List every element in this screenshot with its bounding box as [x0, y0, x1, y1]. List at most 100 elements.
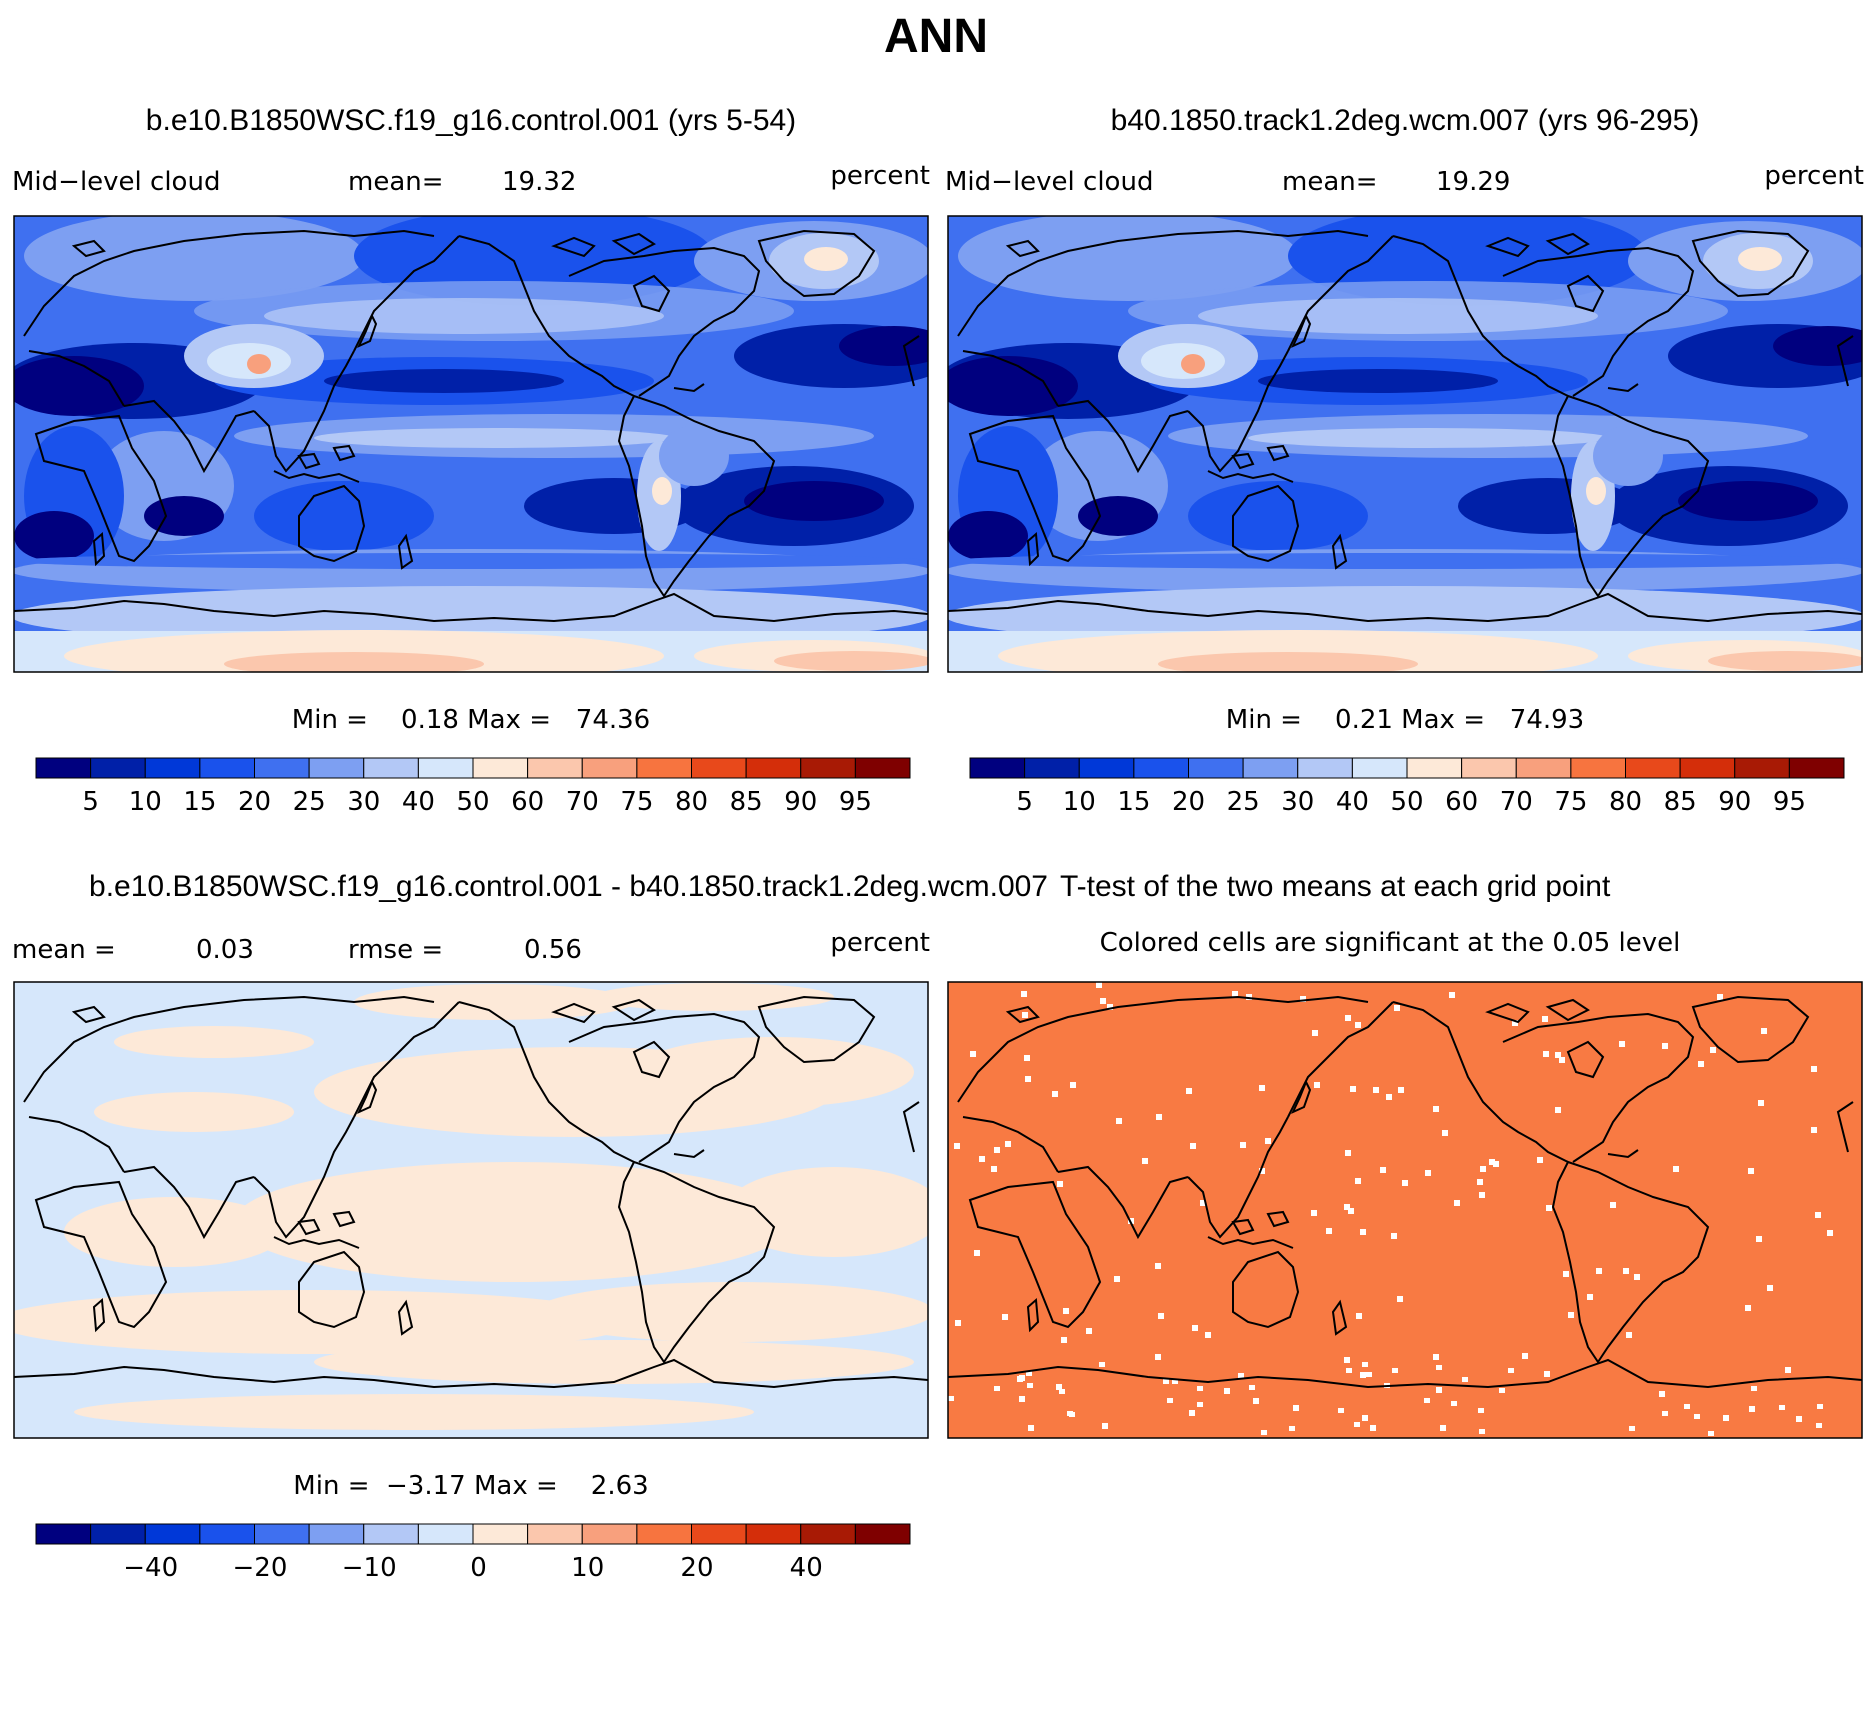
panel-title: b.e10.B1850WSC.f19_g16.control.001 (yrs …	[146, 104, 796, 137]
nonsignificant-cell	[1751, 1386, 1757, 1391]
nonsignificant-cell	[1189, 1410, 1195, 1416]
nonsignificant-cell	[1155, 1354, 1161, 1360]
nonsignificant-cell	[1355, 1178, 1361, 1184]
colorbar-tick-label: 25	[293, 787, 326, 817]
colorbar-swatch	[1188, 757, 1244, 779]
colorbar-tick-label: 90	[784, 787, 817, 817]
nonsignificant-cell	[1345, 1150, 1351, 1156]
colorbar-swatch	[854, 1523, 911, 1545]
colorbar: −40 −20 −10 0 10 20 40	[35, 1523, 911, 1583]
nonsignificant-cell	[1723, 1415, 1729, 1421]
map-frame	[13, 215, 929, 673]
nonsignificant-cell	[1537, 1157, 1543, 1163]
colorbar-tick-label: 70	[566, 787, 599, 817]
nonsignificant-cell	[1240, 1142, 1246, 1148]
nonsignificant-cell	[1350, 1086, 1356, 1092]
nonsignificant-cell	[1508, 1368, 1514, 1373]
colorbar-tick-label: 75	[620, 787, 653, 817]
nonsignificant-cell	[1070, 1082, 1076, 1088]
colorbar-swatch	[1788, 757, 1845, 779]
nonsignificant-cell	[1815, 1212, 1821, 1218]
colorbar-swatch	[90, 1523, 146, 1545]
nonsignificant-cell	[1059, 1389, 1065, 1394]
nonsignificant-cell	[1522, 1353, 1528, 1359]
nonsignificant-cell	[1402, 1180, 1408, 1186]
colorbar-swatch	[1515, 757, 1572, 779]
nonsignificant-cell	[1827, 1230, 1833, 1236]
nonsignificant-cell	[1499, 1388, 1505, 1393]
nonsignificant-cell	[1745, 1305, 1751, 1311]
stat-label: mean=	[1282, 167, 1378, 197]
nonsignificant-cell	[1100, 998, 1106, 1004]
nonsignificant-cell	[1386, 1094, 1392, 1100]
nonsignificant-cell	[1796, 1416, 1802, 1422]
units-label: percent	[1764, 161, 1864, 191]
nonsignificant-cell	[1749, 1406, 1755, 1412]
nonsignificant-cell	[1005, 1141, 1011, 1147]
colorbar-swatch	[363, 757, 419, 779]
nonsignificant-cell	[1425, 1170, 1431, 1176]
nonsignificant-cell	[1477, 1179, 1483, 1185]
nonsignificant-cell	[1478, 1408, 1484, 1413]
nonsignificant-cell	[1197, 1402, 1203, 1407]
colorbar-swatch	[745, 757, 802, 779]
nonsignificant-cell	[1314, 1082, 1320, 1088]
units-label: percent	[830, 928, 930, 958]
nonsignificant-cell	[1311, 1210, 1317, 1216]
nonsignificant-cell	[1398, 1087, 1404, 1093]
nonsignificant-cell	[1116, 1118, 1122, 1124]
nonsignificant-cell	[1142, 1158, 1148, 1164]
nonsignificant-cell	[1451, 1401, 1457, 1406]
colorbar-swatch	[1734, 757, 1790, 779]
colorbar-tick-label: 70	[1500, 787, 1533, 817]
colorbar-tick-label: 40	[402, 787, 435, 817]
map-plot	[947, 215, 1863, 673]
nonsignificant-cell	[1167, 1398, 1173, 1403]
nonsignificant-cell	[1259, 1168, 1265, 1174]
nonsignificant-cell	[1555, 1107, 1561, 1113]
colorbar-swatch	[1406, 757, 1463, 779]
nonsignificant-cell	[1061, 1337, 1067, 1343]
nonsignificant-cell	[1354, 1422, 1360, 1427]
panel-title: T-test of the two means at each grid poi…	[1060, 870, 1611, 903]
nonsignificant-cell	[1086, 1328, 1092, 1334]
colorbar-swatch	[144, 757, 201, 779]
nonsignificant-cell	[1489, 1159, 1495, 1165]
nonsignificant-cell	[948, 1396, 954, 1401]
nonsignificant-cell	[1362, 1415, 1368, 1421]
colorbar: 5 10 15 20 25 30 40 50 60 70 75 80 85 90 95	[969, 757, 1845, 817]
nonsignificant-cell	[1067, 1411, 1073, 1416]
rmse-value: 0.56	[524, 935, 582, 965]
nonsignificant-cell	[1761, 1028, 1767, 1034]
nonsignificant-cell	[1394, 1005, 1400, 1011]
nonsignificant-cell	[1493, 1161, 1499, 1167]
nonsignificant-cell	[1454, 1200, 1460, 1206]
colorbar-tick-label: 90	[1718, 787, 1751, 817]
nonsignificant-cell	[1512, 1020, 1518, 1026]
nonsignificant-cell	[1698, 1061, 1704, 1067]
colorbar: 5 10 15 20 25 30 40 50 60 70 75 80 85 90 95	[35, 757, 911, 817]
nonsignificant-cell	[1610, 1202, 1616, 1208]
nonsignificant-cell	[1756, 1236, 1762, 1242]
nonsignificant-cell	[1479, 1192, 1485, 1198]
colorbar-swatch	[417, 757, 474, 779]
nonsignificant-cell	[1596, 1268, 1602, 1274]
nonsignificant-cell	[1436, 1365, 1442, 1370]
nonsignificant-cell	[1362, 1362, 1368, 1367]
stat-label: mean=	[348, 167, 444, 197]
map-plot	[13, 215, 929, 673]
nonsignificant-cell	[994, 1386, 1000, 1391]
panel-title: b40.1850.track1.2deg.wcm.007 (yrs 96-295…	[1111, 104, 1700, 137]
rmse-label: rmse =	[348, 935, 443, 965]
colorbar-swatch	[691, 757, 747, 779]
colorbar-tick-label: 80	[675, 787, 708, 817]
nonsignificant-cell	[1673, 1166, 1679, 1172]
nonsignificant-cell	[1022, 1012, 1028, 1018]
nonsignificant-cell	[1634, 1274, 1640, 1280]
nonsignificant-cell	[1811, 1066, 1817, 1072]
colorbar-swatch	[308, 757, 365, 779]
nonsignificant-cell	[1546, 1205, 1552, 1211]
nonsignificant-cell	[1197, 1386, 1203, 1391]
